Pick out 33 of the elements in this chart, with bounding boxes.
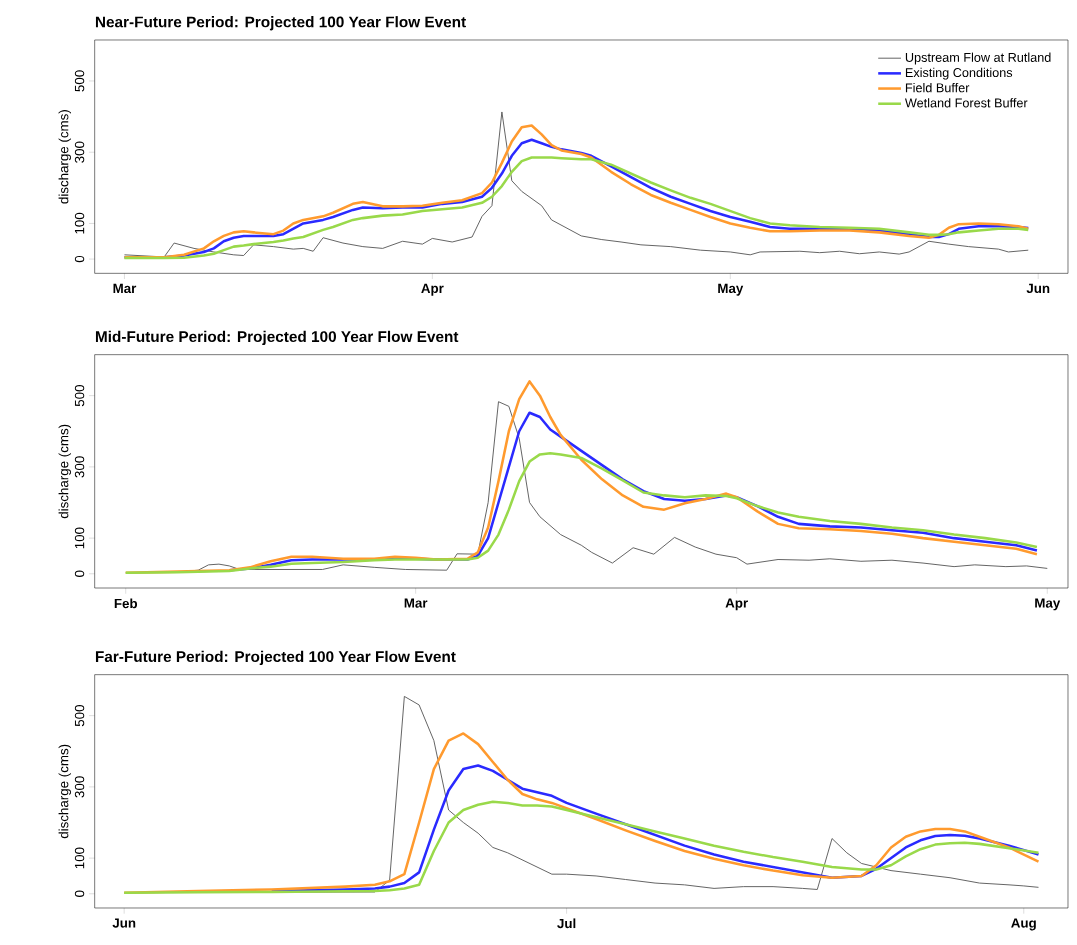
y-tick-label: 500 (74, 705, 85, 727)
x-tick-label: Jun (112, 918, 136, 928)
y-tick-label: 0 (74, 890, 85, 897)
y-tick-label: 300 (74, 456, 85, 478)
y-tick-label: 0 (74, 255, 85, 263)
legend-label: Field Buffer (905, 82, 970, 93)
x-tick-label: May (1035, 598, 1061, 611)
legend-label: Existing Conditions (905, 67, 1013, 80)
chart-title: Far-Future Period: Projected 100 Year Flow Event (95, 650, 456, 666)
x-tick-label: Apr (725, 598, 748, 611)
x-tick-label: Apr (421, 283, 444, 296)
x-tick-label: Jun (1026, 283, 1050, 294)
y-tick-label: 500 (74, 70, 85, 92)
y-tick-label: 500 (74, 385, 85, 407)
x-tick-label: May (718, 283, 744, 296)
x-tick-label: Feb (114, 598, 138, 609)
y-axis-title: discharge (cms) (58, 744, 71, 839)
y-tick-label: 300 (74, 141, 85, 163)
x-tick-label: Jul (557, 918, 576, 929)
y-tick-label: 100 (74, 847, 85, 869)
x-tick-label: Mar (404, 598, 428, 608)
y-axis-title: discharge (cms) (58, 110, 71, 204)
y-tick-label: 300 (74, 776, 85, 798)
x-tick-label: Aug (1011, 918, 1036, 931)
legend-label: Upstream Flow at Rutland (905, 52, 1051, 65)
chart-title: Near-Future Period: Projected 100 Year Flow Event (95, 16, 466, 31)
legend-label: Wetland Forest Buffer (904, 98, 1028, 108)
y-tick-label: 100 (74, 212, 85, 234)
chart-title: Mid-Future Period: Projected 100 Year Flow Event (95, 330, 459, 346)
y-tick-label: 100 (74, 527, 85, 549)
y-tick-label: 0 (74, 570, 85, 577)
y-axis-title: discharge (cms) (58, 424, 71, 519)
x-tick-label: Mar (113, 283, 137, 294)
